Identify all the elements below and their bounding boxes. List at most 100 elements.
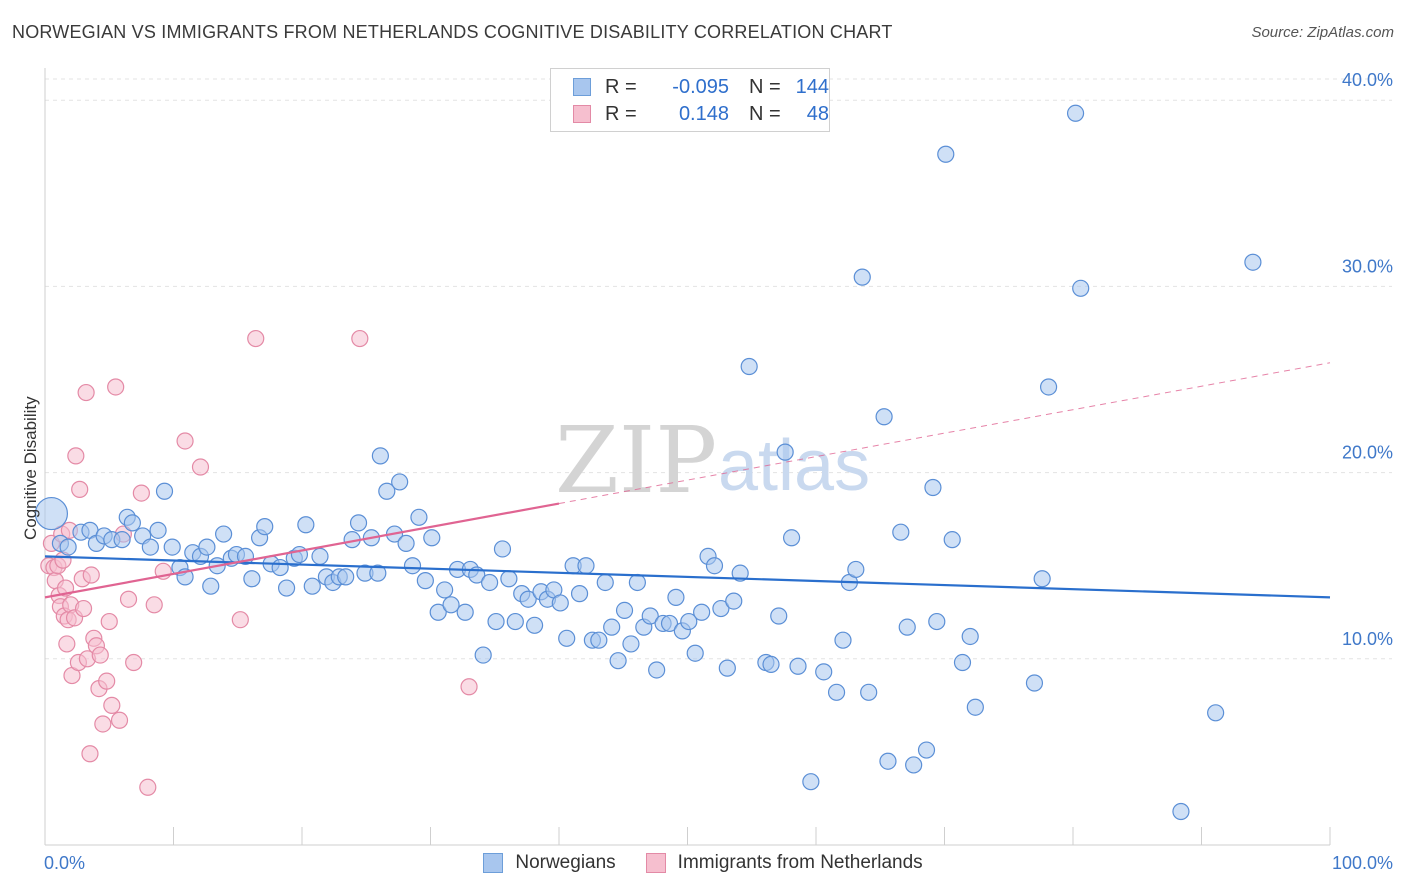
source-credit: Source: ZipAtlas.com <box>1251 24 1394 41</box>
data-point-norwegians <box>731 564 749 582</box>
data-point-immigrants <box>100 612 118 631</box>
data-point-norwegians <box>937 145 955 163</box>
data-point-norwegians <box>860 683 878 701</box>
data-point-norwegians <box>519 590 537 608</box>
data-point-norwegians <box>641 607 659 625</box>
data-point-norwegians <box>590 631 608 649</box>
data-point-norwegians <box>215 525 233 543</box>
data-point-norwegians <box>371 447 389 465</box>
data-point-immigrants <box>145 596 163 614</box>
data-point-norwegians <box>34 496 69 531</box>
watermark-zip: ZIP <box>555 407 717 514</box>
data-point-norwegians <box>369 564 387 582</box>
data-point-norwegians <box>1172 802 1190 821</box>
data-point-norwegians <box>924 478 942 497</box>
data-point-immigrants <box>231 611 249 629</box>
legend-row-norwegians: R = -0.095 N = 144 <box>573 74 829 100</box>
legend-label-norwegians: Norwegians <box>515 852 616 873</box>
data-point-norwegians <box>693 603 711 621</box>
data-point-norwegians <box>782 529 801 547</box>
legend-swatch-blue <box>573 78 591 96</box>
trend-lines <box>44 362 1331 599</box>
data-point-immigrants <box>176 432 194 450</box>
data-point-immigrants <box>119 590 138 608</box>
data-point-norwegians <box>615 601 634 620</box>
data-point-norwegians <box>403 557 422 575</box>
data-point-norwegians <box>397 534 415 552</box>
data-point-norwegians <box>705 557 724 575</box>
data-point-immigrants <box>82 566 100 584</box>
data-point-norwegians <box>943 531 961 549</box>
data-point-norwegians <box>815 663 833 681</box>
data-point-norwegians <box>596 573 614 592</box>
y-tick-label: 20.0% <box>1342 443 1393 463</box>
chart-title: NORWEGIAN VS IMMIGRANTS FROM NETHERLANDS… <box>12 22 893 42</box>
trend-line-immigrants <box>44 502 560 599</box>
data-point-norwegians <box>1033 570 1051 588</box>
data-point-norwegians <box>718 659 736 677</box>
data-point-norwegians <box>770 607 788 625</box>
data-point-norwegians <box>898 618 916 636</box>
data-point-norwegians <box>905 756 923 774</box>
legend-r-label: R = <box>605 102 637 125</box>
data-point-norwegians <box>202 577 220 595</box>
data-point-immigrants <box>247 329 265 348</box>
data-point-norwegians <box>481 573 499 592</box>
data-point-norwegians <box>660 614 679 633</box>
data-point-norwegians <box>271 558 289 577</box>
data-point-norwegians <box>834 631 852 649</box>
axes <box>44 68 1331 846</box>
legend-n-label: N = <box>749 102 781 125</box>
data-point-norwegians <box>487 612 505 631</box>
trend-line-immigrants-extension <box>558 362 1331 505</box>
data-point-norwegians <box>163 538 181 556</box>
y-axis-label: Cognitive Disability <box>21 396 40 540</box>
series-legend: Norwegians Immigrants from Netherlands <box>0 852 1406 874</box>
data-point-immigrants <box>67 447 85 465</box>
data-point-norwegians <box>609 652 627 670</box>
data-point-norwegians <box>628 573 646 592</box>
data-point-norwegians <box>198 538 216 556</box>
correlation-legend: R = -0.095 N = 144 R = 0.148 N = 48 <box>550 68 830 132</box>
watermark: ZIP atlas <box>555 407 870 514</box>
data-point-norwegians <box>603 618 621 636</box>
data-point-norwegians <box>149 521 167 539</box>
series-immigrants-points <box>40 329 478 796</box>
data-point-norwegians <box>928 612 946 631</box>
watermark-atlas: atlas <box>718 426 870 506</box>
trend-line-norwegians <box>44 555 1331 599</box>
data-point-norwegians <box>337 568 355 586</box>
data-point-norwegians <box>500 570 518 588</box>
data-point-norwegians <box>551 594 569 612</box>
data-point-norwegians <box>1244 253 1262 271</box>
data-point-norwegians <box>243 570 261 588</box>
legend-label-immigrants: Immigrants from Netherlands <box>677 852 923 873</box>
data-point-norwegians <box>892 523 910 541</box>
data-point-immigrants <box>110 711 129 729</box>
data-point-norwegians <box>740 357 758 376</box>
data-point-immigrants <box>74 599 93 618</box>
data-point-norwegians <box>155 482 174 500</box>
legend-n-value: 144 <box>795 75 829 98</box>
data-point-norwegians <box>311 547 329 566</box>
data-point-norwegians <box>827 683 846 701</box>
x-tick-label: 0.0% <box>44 853 85 873</box>
data-point-norwegians <box>1066 104 1085 122</box>
data-point-norwegians <box>570 585 589 603</box>
data-point-norwegians <box>525 616 544 634</box>
data-point-norwegians <box>113 531 131 549</box>
data-point-immigrants <box>351 329 369 348</box>
y-tick-label: 40.0% <box>1342 70 1393 90</box>
legend-r-value: -0.095 <box>672 75 729 98</box>
y-tick-label: 10.0% <box>1342 629 1393 649</box>
data-point-norwegians <box>59 538 77 556</box>
tick-labels: 10.0% 20.0% 30.0% 40.0% 0.0% 100.0% <box>44 70 1393 873</box>
data-point-norwegians <box>349 514 368 532</box>
data-point-immigrants <box>125 653 143 672</box>
data-point-immigrants <box>139 778 157 796</box>
data-point-norwegians <box>558 629 576 647</box>
data-point-norwegians <box>141 538 159 556</box>
data-point-norwegians <box>1207 704 1225 722</box>
data-point-norwegians <box>847 560 865 579</box>
